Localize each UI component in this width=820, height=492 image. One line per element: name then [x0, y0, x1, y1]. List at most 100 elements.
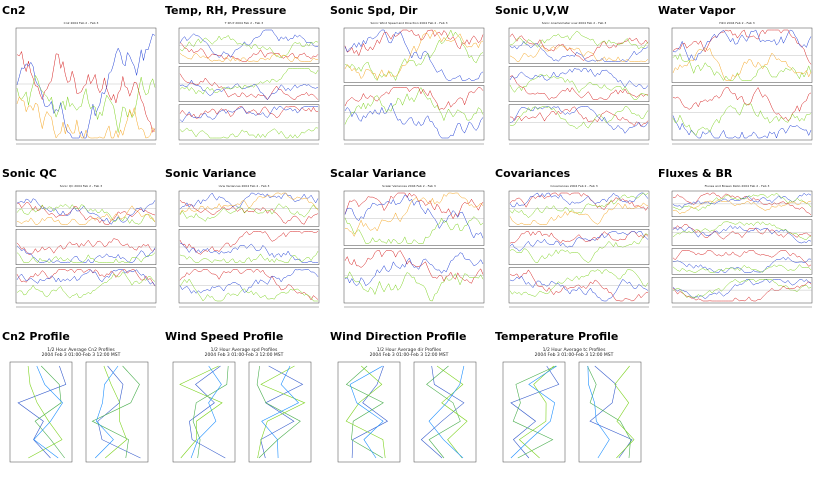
- series-line-3: [344, 29, 484, 82]
- chart-thumbnail[interactable]: Covariances 2004 Feb 2 - Feb 3: [495, 183, 653, 319]
- tile-title[interactable]: Sonic Variance: [165, 167, 257, 180]
- plot-title: 1/2 Hour Average Cn2 Profiles: [47, 347, 115, 353]
- chart-thumbnail[interactable]: Scalar Variances 2004 Feb 2 - Feb 3: [330, 183, 488, 319]
- series-line-3: [672, 52, 812, 82]
- series-line-3: [672, 264, 812, 273]
- chart-thumbnail[interactable]: H2O 2004 Feb 2 - Feb 3: [658, 20, 816, 156]
- profile-line-1: [510, 365, 560, 459]
- series-line-1: [179, 199, 319, 225]
- profile-line-1: [17, 365, 67, 459]
- tile-title[interactable]: Scalar Variance: [330, 167, 427, 180]
- profile-line-3: [27, 365, 63, 459]
- tile-title[interactable]: Cn2 Profile: [2, 330, 70, 343]
- profile-line-4: [510, 365, 557, 459]
- series-line-2: [16, 33, 156, 139]
- series-line-1: [344, 250, 484, 284]
- series-line-3: [344, 216, 484, 245]
- series-line-2: [16, 269, 156, 286]
- profile-line-1: [420, 365, 465, 459]
- profile-line-4: [261, 365, 299, 459]
- plot-subtitle: 2004 Feb 3 01:00-Feb 3 12:00 MST: [535, 352, 614, 358]
- series-line-3: [16, 252, 156, 264]
- tile-title[interactable]: Covariances: [495, 167, 571, 180]
- tile-title[interactable]: Wind Speed Profile: [165, 330, 284, 343]
- series-line-1: [344, 87, 484, 111]
- series-line-3: [672, 221, 812, 240]
- series-line-1: [16, 50, 156, 133]
- series-line-4: [344, 29, 484, 81]
- chart-thumbnail[interactable]: Sonic Wind Speed and Direction 2004 Feb …: [330, 20, 488, 156]
- series-line-3: [509, 30, 649, 50]
- series-line-1: [344, 192, 484, 220]
- series-line-2: [509, 192, 649, 208]
- series-line-3: [509, 192, 649, 218]
- chart-thumbnail[interactable]: Uvw Variances 2004 Feb 2 - Feb 3: [165, 183, 323, 319]
- tile-title[interactable]: Water Vapor: [658, 4, 736, 17]
- profile-panel: [172, 361, 236, 463]
- tile-title[interactable]: Sonic U,V,W: [495, 4, 569, 17]
- series-line-2: [179, 106, 318, 123]
- profile-line-4: [33, 365, 63, 459]
- series-line-1: [509, 106, 649, 127]
- profile-panel: [413, 361, 477, 463]
- series-line-2: [344, 29, 484, 81]
- series-line-1: [179, 231, 319, 255]
- chart-thumbnail[interactable]: Sonic Anemometer uvw 2004 Feb 2 - Feb 3: [495, 20, 653, 156]
- plot-subtitle: 2004 Feb 3 01:00-Feb 3 12:00 MST: [370, 352, 449, 358]
- plot-title: 1/2 Hour Average dir Profiles: [377, 347, 442, 353]
- plot-title: Sonic Anemometer uvw 2004 Feb 2 - Feb 3: [542, 21, 607, 25]
- series-line-3: [509, 74, 649, 100]
- series-line-1: [672, 86, 812, 122]
- series-line-2: [344, 252, 484, 287]
- profile-panel: [248, 361, 312, 463]
- series-line-2: [179, 269, 319, 294]
- series-line-2: [179, 192, 319, 210]
- chart-thumbnail[interactable]: T Rh P 2004 Feb 2 - Feb 3: [165, 20, 323, 156]
- tile-title[interactable]: Fluxes & BR: [658, 167, 733, 180]
- series-line-3: [179, 203, 319, 222]
- plot-subtitle: 2004 Feb 3 01:00-Feb 3 12:00 MST: [205, 352, 284, 358]
- chart-thumbnail[interactable]: Cn2 2004 Feb 2 - Feb 3: [2, 20, 160, 156]
- chart-thumbnail[interactable]: 1/2 Hour Average tc Profiles 2004 Feb 3 0…: [495, 346, 653, 482]
- plot-title: T Rh P 2004 Feb 2 - Feb 3: [224, 21, 264, 25]
- series-line-3: [179, 68, 319, 95]
- plot-title: Cn2 2004 Feb 2 - Feb 3: [64, 21, 99, 25]
- chart-thumbnail[interactable]: Sonic QC 2004 Feb 2 - Feb 3: [2, 183, 160, 319]
- series-line-3: [179, 250, 319, 264]
- tile-title[interactable]: Cn2: [2, 4, 26, 17]
- series-line-3: [509, 269, 649, 297]
- series-line-4: [672, 47, 812, 81]
- profile-line-2: [587, 365, 631, 459]
- tile-title[interactable]: Sonic Spd, Dir: [330, 4, 418, 17]
- chart-thumbnail[interactable]: 1/2 Hour Average Cn2 Profiles 2004 Feb 3 …: [2, 346, 160, 482]
- profile-line-4: [190, 365, 222, 459]
- series-line-1: [179, 73, 319, 101]
- series-line-1: [672, 250, 812, 267]
- tile-title[interactable]: Temp, RH, Pressure: [165, 4, 287, 17]
- series-line-3: [16, 203, 156, 225]
- profile-panel: [337, 361, 401, 463]
- plot-title: Sonic QC 2004 Feb 2 - Feb 3: [60, 184, 103, 188]
- profile-line-3: [345, 365, 386, 459]
- plot-title: 1/2 Hour Average tc Profiles: [543, 347, 607, 353]
- tile-title[interactable]: Temperature Profile: [495, 330, 619, 343]
- profile-line-2: [426, 365, 461, 459]
- profile-line-2: [512, 365, 557, 459]
- chart-thumbnail[interactable]: Fluxes and Bowen Ratio 2004 Feb 2 - Feb …: [658, 183, 816, 319]
- series-line-4: [344, 192, 484, 237]
- plot-title: Sonic Wind Speed and Direction 2004 Feb …: [371, 21, 448, 25]
- series-line-2: [509, 231, 649, 252]
- chart-thumbnail[interactable]: 1/2 Hour Average dir Profiles 2004 Feb 3 …: [330, 346, 488, 482]
- tile-title[interactable]: Wind Direction Profile: [330, 330, 467, 343]
- profile-panel: [578, 361, 642, 463]
- series-line-1: [16, 269, 156, 287]
- plot-title: 1/2 Hour Average spd Profiles: [211, 347, 278, 353]
- tile-title[interactable]: Sonic QC: [2, 167, 57, 180]
- series-line-2: [179, 79, 319, 101]
- series-line-2: [179, 242, 318, 263]
- series-line-3: [179, 35, 319, 59]
- plot-title: Uvw Variances 2004 Feb 2 - Feb 3: [219, 184, 270, 188]
- series-line-3: [509, 233, 649, 264]
- series-line-3: [179, 127, 319, 139]
- chart-thumbnail[interactable]: 1/2 Hour Average spd Profiles 2004 Feb 3 …: [165, 346, 323, 482]
